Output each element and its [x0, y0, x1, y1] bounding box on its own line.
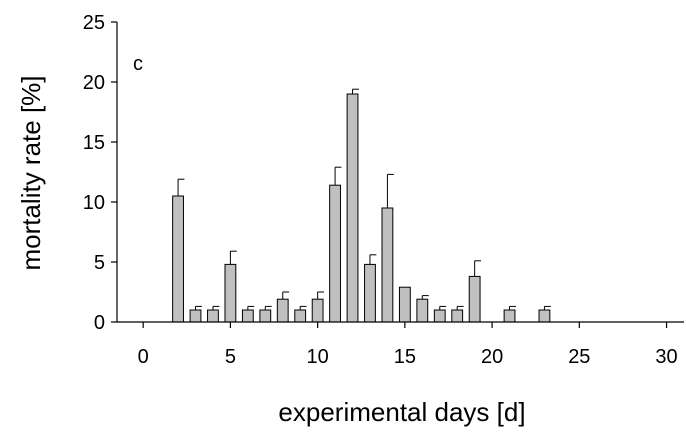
x-tick-label: 0 — [138, 346, 149, 368]
bar-day-2 — [172, 195, 184, 323]
y-tick-label: 10 — [83, 192, 105, 214]
bar-day-5 — [224, 263, 237, 323]
x-tick-label: 5 — [225, 346, 236, 368]
bar-day-21 — [503, 309, 516, 323]
bars-group — [172, 88, 551, 323]
panel-label: c — [133, 53, 143, 75]
bar-day-8 — [276, 298, 289, 323]
y-tick-label: 5 — [94, 252, 105, 274]
bar-day-23 — [538, 309, 551, 323]
x-tick-label: 10 — [307, 346, 329, 368]
bar-day-4 — [207, 309, 219, 323]
bar-day-3 — [189, 309, 202, 323]
y-tick-label: 20 — [83, 72, 105, 94]
x-tick-label: 25 — [568, 346, 590, 368]
y-tick-label: 25 — [83, 12, 105, 34]
axes-group: 0 5 10 15 20 25 0 5 10 15 20 25 30 — [83, 12, 684, 368]
bar-day-19 — [468, 275, 481, 323]
y-tick-label: 0 — [94, 312, 105, 334]
x-tick-label: 20 — [481, 346, 503, 368]
y-axis-label: mortality rate [%] — [16, 75, 46, 270]
bar-day-11 — [329, 184, 341, 323]
bar-day-7 — [259, 309, 272, 323]
bar-day-14 — [381, 207, 394, 323]
x-tick-label: 15 — [394, 346, 416, 368]
bar-day-18 — [451, 309, 464, 323]
bar-day-10 — [311, 298, 324, 323]
y-tick-label: 15 — [83, 132, 105, 154]
bar-day-12 — [346, 93, 359, 323]
bar-day-16 — [416, 298, 429, 323]
x-axis-label: experimental days [d] — [278, 397, 525, 427]
bar-day-15 — [398, 286, 411, 323]
bar-day-6 — [241, 309, 254, 323]
bar-day-17 — [433, 309, 446, 323]
x-tick-label: 30 — [655, 346, 677, 368]
bar-day-9 — [294, 309, 307, 323]
bar-day-13 — [364, 263, 376, 323]
